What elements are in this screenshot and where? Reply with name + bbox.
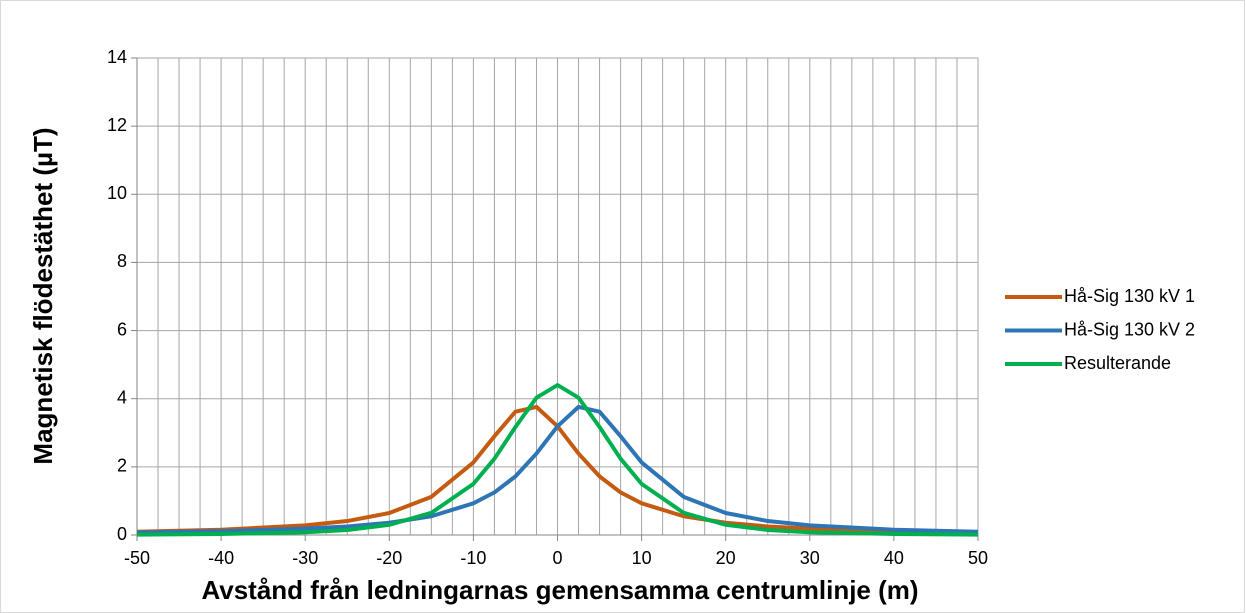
y-tick-label: 8 <box>117 251 127 271</box>
x-tick-label: -10 <box>460 548 486 568</box>
x-tick-label: 20 <box>716 548 736 568</box>
series-line <box>136 383 979 537</box>
series-line <box>136 404 979 535</box>
x-tick-label: 10 <box>632 548 652 568</box>
y-tick-label: 14 <box>107 47 127 67</box>
x-axis-title: Avstånd från ledningarnas gemensamma cen… <box>201 575 918 605</box>
x-tick-label: 50 <box>968 548 988 568</box>
y-axis-title: Magnetisk flödestäthet (µT) <box>28 127 58 464</box>
x-tick-label: -50 <box>124 548 150 568</box>
x-tick-label: 30 <box>800 548 820 568</box>
y-tick-label: 0 <box>117 524 127 544</box>
y-tick-label: 4 <box>117 387 127 407</box>
y-tick-label: 10 <box>107 183 127 203</box>
y-tick-label: 6 <box>117 319 127 339</box>
x-tick-label: -40 <box>208 548 234 568</box>
legend-label: Resulterande <box>1064 353 1171 373</box>
y-tick-label: 2 <box>117 456 127 476</box>
y-tick-label: 12 <box>107 115 127 135</box>
x-tick-label: 40 <box>884 548 904 568</box>
x-tick-label: -20 <box>376 548 402 568</box>
legend-label: Hå-Sig 130 kV 1 <box>1064 286 1195 306</box>
x-tick-label: 0 <box>552 548 562 568</box>
x-tick-label: -30 <box>292 548 318 568</box>
legend-label: Hå-Sig 130 kV 2 <box>1064 319 1195 339</box>
